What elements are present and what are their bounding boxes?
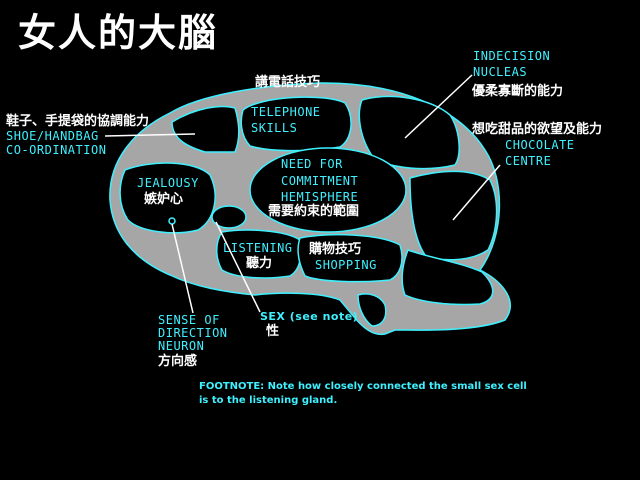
shopping-label-zh: 購物技巧 bbox=[309, 242, 362, 257]
footnote: FOOTNOTE: Note how closely connected the… bbox=[199, 380, 559, 408]
direction-label-en-2: DIRECTION bbox=[158, 326, 228, 340]
direction-label-en-1: SENSE OF bbox=[158, 313, 220, 327]
telephone-label-zh: 講電話技巧 bbox=[255, 75, 321, 90]
indecision-label-en-1: INDECISION bbox=[473, 49, 551, 63]
cell-indecision bbox=[358, 95, 460, 170]
shoe-label-zh: 鞋子、手提袋的協調能力 bbox=[6, 114, 150, 129]
commitment-label-en-3: HEMISPHERE bbox=[281, 190, 359, 204]
shopping-label-en: SHOPPING bbox=[315, 258, 377, 272]
cell-commitment bbox=[249, 147, 407, 233]
direction-label-en-3: NEURON bbox=[158, 339, 205, 353]
telephone-label-en-1: TELEPHONE bbox=[251, 105, 321, 119]
commitment-label-en-1: NEED FOR bbox=[281, 157, 343, 171]
pointer-sex bbox=[215, 221, 261, 313]
listening-label-zh: 聽力 bbox=[246, 256, 273, 271]
sex-label-en: SEX (see note) bbox=[260, 310, 359, 323]
commitment-label-en-2: COMMITMENT bbox=[281, 174, 359, 188]
jealousy-label-zh: 嫉妒心 bbox=[144, 192, 184, 207]
pointer-shoe bbox=[104, 133, 196, 137]
pointer-chocolate bbox=[452, 164, 501, 221]
cell-jealousy bbox=[119, 162, 216, 234]
sex-label-zh: 性 bbox=[266, 324, 280, 339]
direction-label-zh: 方向感 bbox=[158, 354, 198, 369]
jealousy-label-en: JEALOUSY bbox=[137, 176, 199, 190]
chocolate-label-zh: 想吃甜品的欲望及能力 bbox=[472, 122, 603, 137]
pointer-indecision bbox=[404, 74, 473, 139]
footnote-line-2: is to the listening gland. bbox=[199, 395, 338, 406]
footnote-line-1: FOOTNOTE: Note how closely connected the… bbox=[199, 381, 527, 392]
cell-sex bbox=[211, 205, 247, 229]
indecision-label-en-2: NUCLEAS bbox=[473, 65, 528, 79]
cell-shopping bbox=[297, 233, 403, 283]
chocolate-label-en-2: CENTRE bbox=[505, 154, 552, 168]
commitment-label-zh: 需要約束的範圍 bbox=[268, 204, 360, 219]
cell-lower bbox=[401, 249, 494, 306]
listening-label-en: LISTENING bbox=[223, 241, 293, 255]
cell-direction bbox=[168, 217, 176, 225]
shoe-label-en-2: CO-ORDINATION bbox=[6, 143, 107, 157]
telephone-label-en-2: SKILLS bbox=[251, 121, 298, 135]
shoe-label-en-1: SHOE/HANDBAG bbox=[6, 129, 99, 143]
cell-stem bbox=[357, 293, 387, 327]
cell-telephone bbox=[240, 96, 352, 152]
pointer-direction bbox=[171, 223, 194, 314]
chocolate-label-en-1: CHOCOLATE bbox=[505, 138, 575, 152]
page-title: 女人的大腦 bbox=[18, 11, 219, 55]
indecision-label-zh: 優柔寡斷的能力 bbox=[472, 84, 564, 99]
cell-shoe bbox=[171, 105, 240, 153]
